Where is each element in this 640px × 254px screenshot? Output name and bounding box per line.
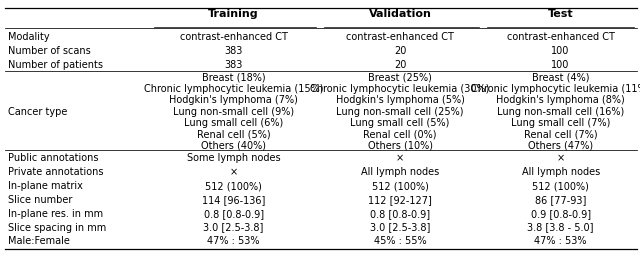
Text: Training: Training	[208, 9, 259, 19]
Text: 0.9 [0.8-0.9]: 0.9 [0.8-0.9]	[531, 208, 591, 218]
Text: Breast (25%): Breast (25%)	[368, 72, 432, 82]
Text: 3.8 [3.8 - 5.0]: 3.8 [3.8 - 5.0]	[527, 222, 594, 232]
Text: Test: Test	[548, 9, 573, 19]
Text: 114 [96-136]: 114 [96-136]	[202, 194, 266, 204]
Text: Others (47%): Others (47%)	[528, 140, 593, 150]
Text: Renal cell (5%): Renal cell (5%)	[196, 129, 271, 139]
Text: Male:Female: Male:Female	[8, 235, 70, 245]
Text: 45% : 55%: 45% : 55%	[374, 235, 426, 245]
Text: Lung non-small cell (25%): Lung non-small cell (25%)	[336, 106, 464, 116]
Text: Number of patients: Number of patients	[8, 60, 102, 70]
Text: contrast-enhanced CT: contrast-enhanced CT	[346, 32, 454, 42]
Text: Hodgkin's lymphoma (5%): Hodgkin's lymphoma (5%)	[335, 95, 465, 105]
Text: Validation: Validation	[369, 9, 431, 19]
Text: 86 [77-93]: 86 [77-93]	[535, 194, 586, 204]
Text: Breast (18%): Breast (18%)	[202, 72, 266, 82]
Text: Lung non-small cell (16%): Lung non-small cell (16%)	[497, 106, 624, 116]
Text: 512 (100%): 512 (100%)	[205, 180, 262, 190]
Text: Renal cell (0%): Renal cell (0%)	[364, 129, 436, 139]
Text: All lymph nodes: All lymph nodes	[522, 167, 600, 177]
Text: In-plane res. in mm: In-plane res. in mm	[8, 208, 103, 218]
Text: 47% : 53%: 47% : 53%	[207, 235, 260, 245]
Text: Slice spacing in mm: Slice spacing in mm	[8, 222, 106, 232]
Text: All lymph nodes: All lymph nodes	[361, 167, 439, 177]
Text: ×: ×	[230, 167, 237, 177]
Text: 20: 20	[394, 60, 406, 70]
Text: 0.8 [0.8-0.9]: 0.8 [0.8-0.9]	[204, 208, 264, 218]
Text: 112 [92-127]: 112 [92-127]	[368, 194, 432, 204]
Text: contrast-enhanced CT: contrast-enhanced CT	[507, 32, 614, 42]
Text: Lung small cell (6%): Lung small cell (6%)	[184, 118, 284, 128]
Text: Chronic lymphocytic leukemia (15%): Chronic lymphocytic leukemia (15%)	[144, 84, 323, 93]
Text: 383: 383	[225, 60, 243, 70]
Text: Breast (4%): Breast (4%)	[532, 72, 589, 82]
Text: Lung small cell (7%): Lung small cell (7%)	[511, 118, 611, 128]
Text: 512 (100%): 512 (100%)	[372, 180, 428, 190]
Text: contrast-enhanced CT: contrast-enhanced CT	[180, 32, 287, 42]
Text: Cancer type: Cancer type	[8, 106, 67, 116]
Text: Others (40%): Others (40%)	[201, 140, 266, 150]
Text: In-plane matrix: In-plane matrix	[8, 180, 83, 190]
Text: Hodgkin's lymphoma (8%): Hodgkin's lymphoma (8%)	[496, 95, 625, 105]
Text: 100: 100	[552, 46, 570, 56]
Text: 47% : 53%: 47% : 53%	[534, 235, 587, 245]
Text: Hodgkin's lymphoma (7%): Hodgkin's lymphoma (7%)	[169, 95, 298, 105]
Text: Number of scans: Number of scans	[8, 46, 90, 56]
Text: Some lymph nodes: Some lymph nodes	[187, 153, 280, 163]
Text: Lung non-small cell (9%): Lung non-small cell (9%)	[173, 106, 294, 116]
Text: ×: ×	[396, 153, 404, 163]
Text: Renal cell (7%): Renal cell (7%)	[524, 129, 598, 139]
Text: ×: ×	[557, 153, 564, 163]
Text: Modality: Modality	[8, 32, 49, 42]
Text: Chronic lymphocytic leukemia (11%): Chronic lymphocytic leukemia (11%)	[471, 84, 640, 93]
Text: Slice number: Slice number	[8, 194, 72, 204]
Text: 512 (100%): 512 (100%)	[532, 180, 589, 190]
Text: Public annotations: Public annotations	[8, 153, 98, 163]
Text: Others (10%): Others (10%)	[367, 140, 433, 150]
Text: Chronic lymphocytic leukemia (30%): Chronic lymphocytic leukemia (30%)	[310, 84, 490, 93]
Text: 100: 100	[552, 60, 570, 70]
Text: 3.0 [2.5-3.8]: 3.0 [2.5-3.8]	[204, 222, 264, 232]
Text: 3.0 [2.5-3.8]: 3.0 [2.5-3.8]	[370, 222, 430, 232]
Text: 20: 20	[394, 46, 406, 56]
Text: 0.8 [0.8-0.9]: 0.8 [0.8-0.9]	[370, 208, 430, 218]
Text: Private annotations: Private annotations	[8, 167, 103, 177]
Text: Lung small cell (5%): Lung small cell (5%)	[350, 118, 450, 128]
Text: 383: 383	[225, 46, 243, 56]
